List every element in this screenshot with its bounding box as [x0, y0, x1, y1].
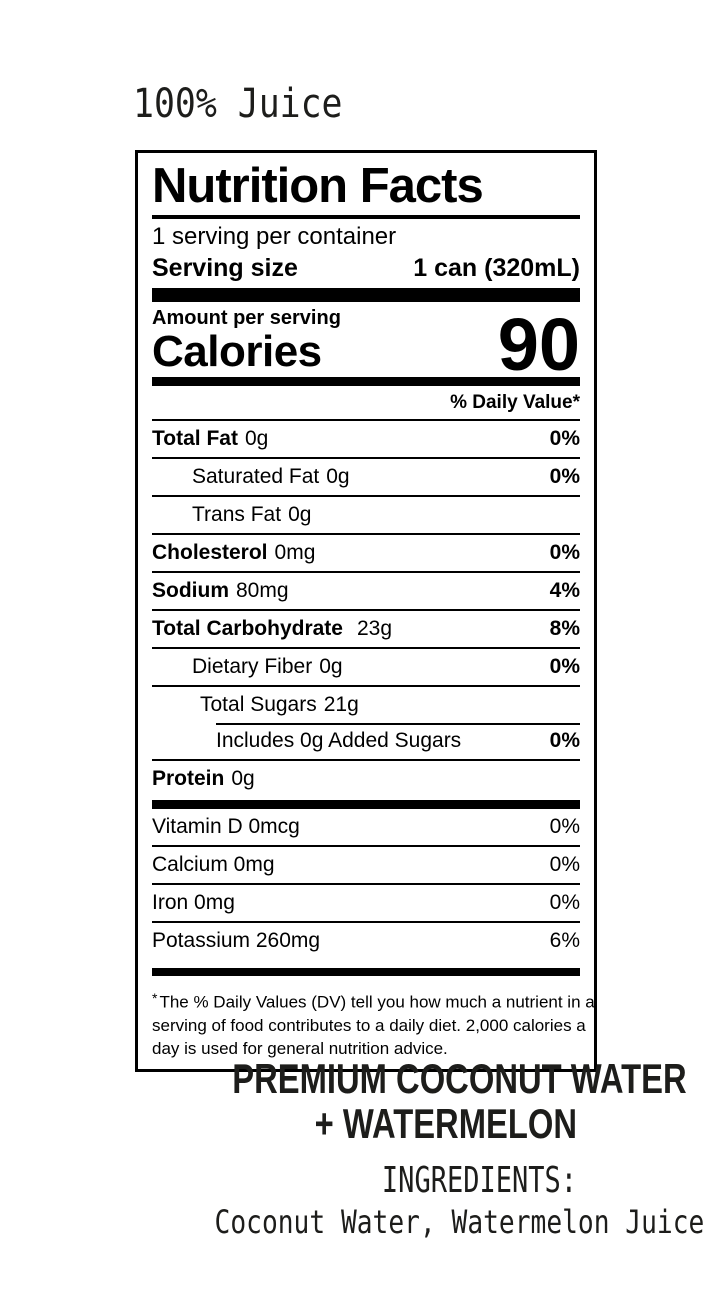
title-rule [152, 215, 580, 219]
ingredients-list: Coconut Water, Watermelon Juice [214, 1203, 705, 1241]
nutrient-row-sodium: Sodium 80mg 4% [152, 571, 580, 609]
mineral-row-calcium: Calcium 0mg 0% [152, 845, 580, 883]
nutrient-row-dietary-fiber: Dietary Fiber 0g 0% [152, 647, 580, 685]
nutrient-dv: 8% [549, 617, 580, 640]
nutrient-dv: 0% [549, 465, 580, 488]
daily-value-footnote: * The % Daily Values (DV) tell you how mu… [152, 976, 595, 1060]
nutrient-label: Protein [152, 767, 225, 790]
footnote-asterisk: * [152, 990, 158, 1006]
mineral-label: Potassium 260mg [152, 929, 321, 952]
mineral-row-vitamin-d: Vitamin D 0mcg 0% [152, 809, 580, 845]
nutrient-row-total-carbohydrate: Total Carbohydrate 23g 8% [152, 609, 580, 647]
nutrient-label: Total Carbohydrate [152, 617, 343, 640]
nutrient-label: Saturated Fat [192, 465, 320, 488]
product-name-line-1: PREMIUM COCONUT WATER [232, 1055, 687, 1102]
mineral-dv: 0% [549, 853, 580, 876]
serving-size-value: 1 can (320mL) [413, 254, 580, 282]
nutrient-row-cholesterol: Cholesterol 0mg 0% [152, 533, 580, 571]
nutrient-label: Cholesterol [152, 541, 268, 564]
mineral-dv: 6% [549, 929, 580, 952]
calories-label: Calories [152, 327, 322, 376]
nutrient-row-trans-fat: Trans Fat 0g [152, 495, 580, 533]
nutrient-label: Total Sugars [200, 693, 317, 716]
mineral-dv: 0% [549, 891, 580, 914]
calories-left: Amount per serving Calories [152, 306, 341, 374]
footnote-line: serving of food contributes to a daily d… [152, 1015, 586, 1035]
product-info-block: PREMIUM COCONUT WATER + WATERMELON INGRE… [135, 1055, 705, 1241]
nutrient-dv: 0% [549, 655, 580, 678]
nutrient-amount: 0g [319, 655, 343, 678]
nutrition-facts-panel: Nutrition Facts 1 serving per container … [135, 150, 597, 1072]
nutrient-dv: 4% [549, 579, 580, 602]
nutrient-amount: 21g [323, 693, 359, 716]
ingredients-heading: INGREDIENTS: [381, 1160, 577, 1201]
footnote-line: day is used for general nutrition advice… [152, 1038, 448, 1058]
nutrient-amount: 0mg [274, 541, 316, 564]
nutrient-row-added-sugars: Includes 0g Added Sugars 0% [152, 723, 580, 759]
nutrient-amount: 0g [288, 503, 312, 526]
calories-block: Amount per serving Calories 90 [152, 302, 580, 386]
servings-per-container: 1 serving per container [152, 223, 397, 250]
mineral-row-potassium: Potassium 260mg 6% [152, 921, 580, 959]
mineral-label: Calcium 0mg [152, 853, 275, 876]
nutrient-dv: 0% [549, 729, 580, 752]
mineral-dv: 0% [549, 815, 580, 838]
separator-bar-calories [152, 377, 580, 386]
nutrient-label: Trans Fat [192, 503, 282, 526]
nutrient-label: Includes 0g Added Sugars [216, 729, 462, 752]
separator-bar-thick [152, 288, 580, 302]
nutrient-row-protein: Protein 0g [152, 759, 580, 797]
nutrition-facts-title: Nutrition Facts [152, 159, 484, 213]
product-name-line-2: + WATERMELON [314, 1100, 577, 1147]
nutrient-label: Dietary Fiber [192, 655, 313, 678]
serving-size-row: Serving size 1 can (320mL) [152, 252, 580, 288]
calories-value: 90 [497, 303, 580, 386]
nutrient-amount: 0g [231, 767, 255, 790]
nutrient-dv: 0% [549, 427, 580, 450]
juice-type-heading: 100% Juice [133, 81, 343, 127]
nutrient-dv: 0% [549, 541, 580, 564]
nutrient-amount: 0g [326, 465, 350, 488]
nutrient-row-total-fat: Total Fat 0g 0% [152, 421, 580, 457]
separator-bar-footnote [152, 968, 580, 976]
nutrient-label: Total Fat [152, 427, 238, 450]
amount-per-serving-label: Amount per serving [152, 307, 341, 329]
nutrient-row-saturated-fat: Saturated Fat 0g 0% [152, 457, 580, 495]
daily-value-header: % Daily Value* [152, 386, 580, 421]
serving-size-label: Serving size [152, 254, 298, 282]
separator-bar-protein [152, 800, 580, 809]
nutrient-amount: 23g [356, 617, 393, 640]
nutrient-row-total-sugars: Total Sugars 21g [152, 685, 580, 723]
mineral-label: Vitamin D 0mcg [152, 815, 300, 838]
nutrient-label: Sodium [152, 579, 229, 602]
mineral-label: Iron 0mg [152, 891, 235, 914]
footnote-line: * The % Daily Values (DV) tell you how mu… [152, 990, 595, 1012]
nutrient-amount: 80mg [236, 579, 289, 602]
mineral-row-iron: Iron 0mg 0% [152, 883, 580, 921]
nutrient-amount: 0g [244, 427, 269, 450]
